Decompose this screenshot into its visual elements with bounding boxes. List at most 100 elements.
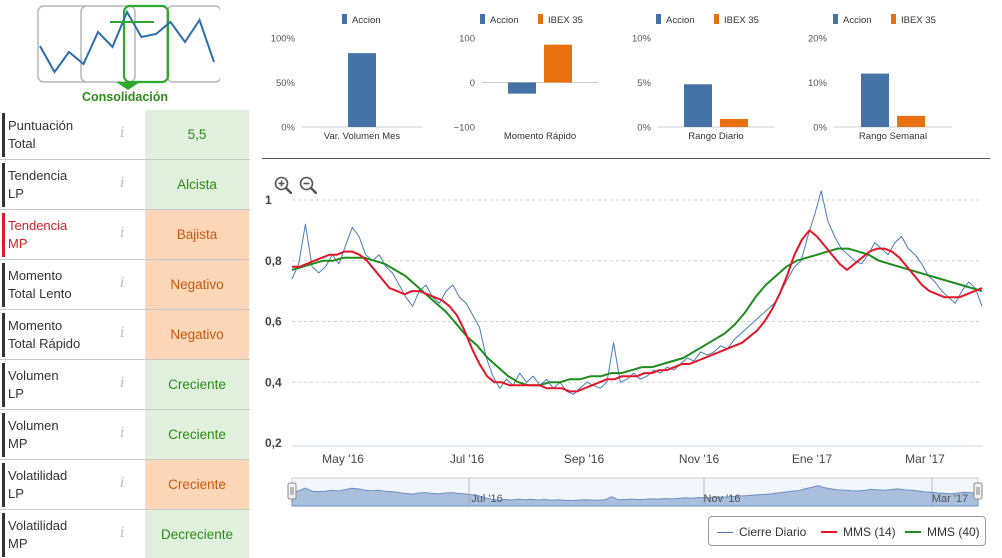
x-tick-label: Mar '17 xyxy=(905,452,945,466)
indicator-name-line2: Total Rápido xyxy=(8,336,81,351)
indicator-name: Tendencia MP xyxy=(8,217,108,253)
navigator-handle-left[interactable] xyxy=(287,482,297,500)
phase-box xyxy=(166,5,220,83)
navigator-handle-right[interactable] xyxy=(973,482,983,500)
y-tick-label: 5% xyxy=(637,78,651,89)
y-tick-label: 0,4 xyxy=(265,375,282,389)
chart-title: Rango Semanal xyxy=(859,131,927,142)
info-icon[interactable]: i xyxy=(120,375,125,391)
indicator-value: 5,5 xyxy=(145,110,249,159)
navigator-series xyxy=(291,485,979,507)
legend-label: Accion xyxy=(666,15,695,26)
market-phase-diagram xyxy=(37,4,220,90)
info-icon[interactable]: i xyxy=(120,475,125,491)
bar xyxy=(684,84,712,127)
indicator-value: Creciente xyxy=(145,460,249,509)
row-marker xyxy=(2,313,5,357)
indicator-name-line2: Total Lento xyxy=(8,286,72,301)
indicator-name-line2: LP xyxy=(8,486,24,501)
legend-swatch xyxy=(821,531,837,533)
mini-chart-rango-semanal: Accion IBEX 35 0% 10% 20% Rango Semanal xyxy=(808,14,952,142)
indicator-name: Momento Total Lento xyxy=(8,267,108,303)
indicator-row: Tendencia LP i Alcista xyxy=(0,160,250,210)
series-line-mms40 xyxy=(291,247,983,387)
bar xyxy=(508,82,536,94)
row-marker xyxy=(2,413,5,457)
info-icon[interactable]: i xyxy=(120,425,125,441)
info-icon[interactable]: i xyxy=(120,225,125,241)
indicator-name: Volatilidad LP xyxy=(8,467,108,503)
bar xyxy=(897,115,925,127)
x-tick-label: Jul '16 xyxy=(450,452,485,466)
indicator-value: Negativo xyxy=(145,260,249,309)
y-tick-label: 0 xyxy=(470,78,475,89)
indicator-name: Tendencia LP xyxy=(8,167,108,203)
row-marker xyxy=(2,513,5,557)
y-tick-label: −100 xyxy=(454,123,475,134)
legend-swatch xyxy=(714,14,719,24)
indicator-value: Bajista xyxy=(145,210,249,259)
legend-swatch xyxy=(717,531,733,533)
mini-chart-volumen: Accion 0% 50% 100% Var. Volumen Mes xyxy=(271,14,422,142)
series-line-cierre xyxy=(291,190,983,395)
indicator-name-line2: MP xyxy=(8,236,28,251)
indicator-row: Volatilidad LP i Creciente xyxy=(0,460,250,510)
legend-label: IBEX 35 xyxy=(901,15,936,26)
indicator-name-line1: Volatilidad xyxy=(8,468,68,483)
info-icon[interactable]: i xyxy=(120,125,125,141)
indicator-name: Volatilidad MP xyxy=(8,517,108,553)
legend-item-mms40[interactable]: MMS (40) xyxy=(905,525,980,539)
indicator-name-line1: Volumen xyxy=(8,368,59,383)
indicator-value: Negativo xyxy=(145,310,249,359)
y-tick-label: 0% xyxy=(813,123,827,134)
indicator-name-line2: Total xyxy=(8,136,36,151)
zoom-in-icon[interactable] xyxy=(274,176,292,194)
y-tick-label: 0,6 xyxy=(265,315,282,329)
indicator-name: Volumen MP xyxy=(8,417,108,453)
indicator-row: Volatilidad MP i Decreciente xyxy=(0,510,250,558)
indicator-value: Alcista xyxy=(145,160,249,209)
bar xyxy=(348,53,376,127)
legend-swatch xyxy=(538,14,543,24)
bar xyxy=(544,44,572,83)
indicator-name-line1: Tendencia xyxy=(8,168,68,183)
indicator-name-line2: LP xyxy=(8,386,24,401)
navigator-tick-label: Nov '16 xyxy=(704,493,741,505)
phase-line xyxy=(39,9,215,74)
indicator-name-line1: Momento xyxy=(8,318,63,333)
info-icon[interactable]: i xyxy=(120,175,125,191)
indicator-value: Creciente xyxy=(145,360,249,409)
legend-swatch xyxy=(891,14,896,24)
y-tick-label: 10% xyxy=(632,34,652,45)
chart-title: Var. Volumen Mes xyxy=(324,131,401,142)
legend-label: IBEX 35 xyxy=(548,15,583,26)
y-tick-label: 0% xyxy=(281,123,295,134)
indicator-row: Momento Total Lento i Negativo xyxy=(0,260,250,310)
indicator-name-line2: LP xyxy=(8,186,24,201)
y-tick-label: 0% xyxy=(637,123,651,134)
chart-title: Momento Rápido xyxy=(504,131,576,142)
info-icon[interactable]: i xyxy=(120,525,125,541)
legend-item-mms14[interactable]: MMS (14) xyxy=(821,525,896,539)
zoom-out-icon[interactable] xyxy=(299,176,317,194)
indicator-row: Puntuación Total i 5,5 xyxy=(0,110,250,160)
legend-item-cierre[interactable]: Cierre Diario xyxy=(717,525,806,539)
legend-swatch xyxy=(342,14,347,24)
divider xyxy=(262,158,990,159)
info-icon[interactable]: i xyxy=(120,325,125,341)
legend-label: MMS (40) xyxy=(927,525,980,539)
bar xyxy=(720,118,748,127)
indicator-name-line1: Puntuación xyxy=(8,118,74,133)
indicator-name-line1: Volatilidad xyxy=(8,518,68,533)
price-chart[interactable]: 0,2 0,4 0,6 0,8 1 May '16 Jul '16 Sep '16 Nov '1… xyxy=(262,160,1002,558)
row-marker xyxy=(2,463,5,507)
y-tick-label: 20% xyxy=(808,34,828,45)
indicator-name-line2: MP xyxy=(8,436,28,451)
info-icon[interactable]: i xyxy=(120,275,125,291)
mini-chart-momento: Accion IBEX 35 −100 0 100 Momento Rápido xyxy=(454,14,598,142)
y-tick-label: 100 xyxy=(459,34,475,45)
y-tick-label: 0,8 xyxy=(265,254,282,268)
phase-box-active xyxy=(122,4,170,84)
legend-label: IBEX 35 xyxy=(724,15,759,26)
x-tick-label: Ene '17 xyxy=(792,452,833,466)
